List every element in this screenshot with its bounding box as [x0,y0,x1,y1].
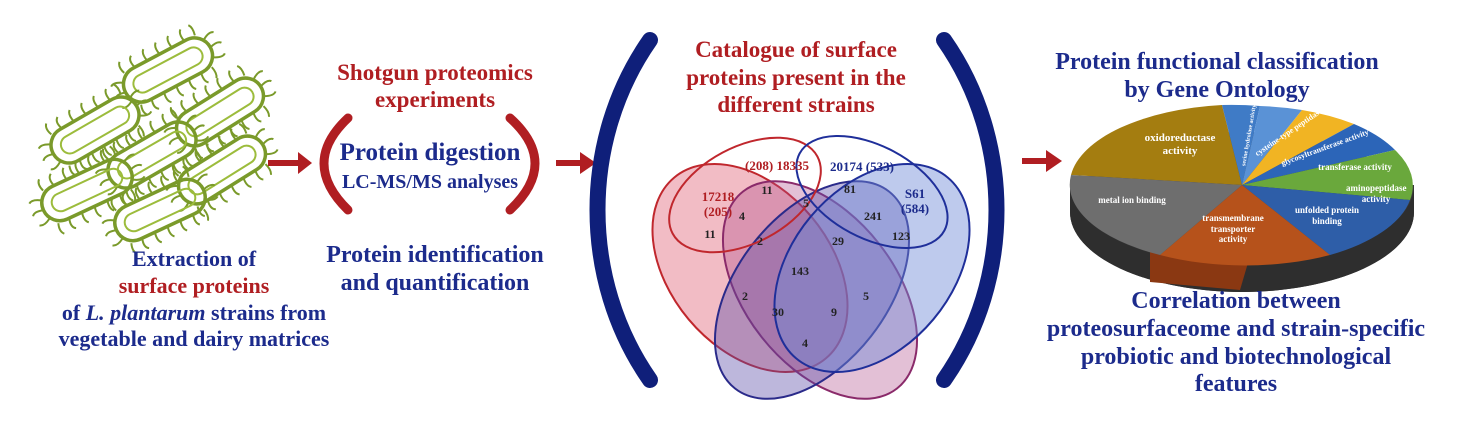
shotgun-title: Shotgun proteomics experiments [337,60,533,112]
bacterium-icon [99,13,237,127]
pie-label-aminopeptidase: aminopeptidase activity [1346,183,1407,204]
pie-slice-transmembrane [1160,185,1330,266]
venn-set-label-S61: S61 (584) [900,186,930,216]
venn-ellipse-S61 [773,163,971,373]
extraction-line-1: Extraction of [131,246,257,271]
venn-region: 4 [739,209,745,223]
pie-slice-metal [1069,175,1242,255]
venn-region: 123 [892,229,910,243]
extraction-text: Extraction of surface proteins of L. pla… [8,246,380,353]
venn-region: 30 [772,305,784,319]
venn-region: 2 [757,234,763,248]
venn-region: 11 [761,183,773,197]
venn-region: 9 [831,305,837,319]
arrow-2 [556,152,596,174]
venn-set-label-20174: 20174 (533) [830,159,894,174]
venn-region: 143 [791,264,809,278]
catalogue-title: Catalogue of surface proteins present in… [686,37,906,118]
venn-region: 4 [802,336,808,350]
pie-slice-unfolded [1242,185,1410,255]
extraction-line-2: surface proteins [118,272,270,298]
arrow-3 [1022,150,1062,172]
venn-region: 2 [742,289,748,303]
venn-region: 5 [803,196,809,210]
pie-slice-glycosyltransferase [1242,110,1354,185]
pie-label-transmembrane: transmembrane transporter activity [1202,213,1264,245]
pie-slice-aminopeptidase [1242,150,1413,200]
venn-region: 11 [704,227,716,241]
go-pie-chart [1069,104,1414,292]
pie-label-metal: metal ion binding [1098,195,1166,205]
bacteria-illustration [18,13,291,265]
identification-label: Protein identification and quantificatio… [326,242,544,297]
venn-set-label-18335: (208) 18335 [745,158,809,173]
pie-label-transferase: transferase activity [1318,162,1392,172]
venn-set-label-17218: 17218 (205) [701,189,735,219]
venn-outline-right [795,135,949,249]
venn-region: 29 [832,234,844,248]
venn-region: 241 [864,209,882,223]
pie-slice-oxidoreductase [1071,105,1242,185]
pie-slice-transferase [1242,124,1395,185]
venn-region: 5 [863,289,869,303]
correlation-text: Correlation between proteosurfaceome and… [1046,288,1426,398]
protein-digestion-label: Protein digestion [339,139,521,166]
right-parenthesis [936,32,1005,388]
pie-label-unfolded: unfolded protein binding [1294,205,1360,226]
left-bracket [319,113,353,215]
arrow-1 [268,152,312,174]
pie-slice-cysteine [1242,106,1302,185]
venn-diagram [651,135,971,400]
venn-region: 81 [844,182,856,196]
extraction-line-4: vegetable and dairy matrices [58,326,330,352]
lcms-label: LC-MS/MS analyses [341,171,519,193]
pie-label-oxidoreductase: oxidoreductase activity [1144,132,1216,157]
extraction-line-3: of L. plantarum strains from [61,299,327,325]
right-bracket [505,113,540,215]
venn-outline-left [668,136,822,254]
bacterium-icon [26,72,164,188]
left-parenthesis [589,32,658,388]
go-title: Protein functional classification by Gen… [1055,49,1379,104]
bacterium-icon [18,135,156,245]
pie-slice-serine [1222,104,1260,185]
